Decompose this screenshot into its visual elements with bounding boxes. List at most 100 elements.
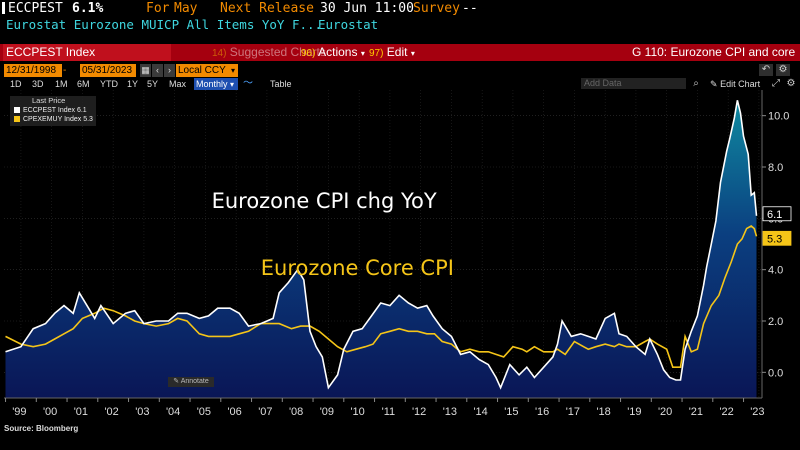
next-release-value: 30 Jun 11:00 <box>320 1 414 16</box>
chevron-down-icon: ▾ <box>360 49 365 58</box>
last-value-label: 6.1 <box>767 209 782 221</box>
x-tick-label: '11 <box>382 406 396 418</box>
range-5y[interactable]: 5Y <box>147 79 159 89</box>
range-1m[interactable]: 1M <box>55 79 68 89</box>
legend-swatch <box>14 107 20 113</box>
x-tick-label: '21 <box>689 406 703 418</box>
ticker-symbol[interactable]: ECCPEST <box>8 1 63 16</box>
calendar-icon[interactable]: ▦ <box>140 64 151 77</box>
legend-item-core[interactable]: CPEXEMUY Index 5.3 <box>14 115 93 124</box>
x-tick-label: '17 <box>566 406 580 418</box>
x-tick-label: '00 <box>43 406 57 418</box>
search-icon[interactable]: ⌕ <box>693 78 699 89</box>
table-button[interactable]: Table <box>270 79 292 89</box>
undo-icon[interactable]: ↶ <box>759 64 773 76</box>
x-tick-label: '19 <box>627 406 641 418</box>
range-max[interactable]: Max <box>169 79 187 89</box>
range-6m[interactable]: 6M <box>77 79 90 89</box>
maximize-icon[interactable]: ⤢ <box>772 78 780 89</box>
legend-label: ECCPEST Index <box>23 107 76 114</box>
security-header: ECCPEST 6.1% For May Next Release 30 Jun… <box>0 0 800 17</box>
index-name: ECCPEST Index <box>6 45 96 59</box>
end-date-field[interactable]: 05/31/2023 <box>80 64 136 77</box>
pencil-icon: ✎ <box>710 79 718 89</box>
x-tick-label: '06 <box>227 406 241 418</box>
x-tick-label: '03 <box>135 406 149 418</box>
chevron-down-icon: ▾ <box>230 80 235 89</box>
chart-annotations: Eurozone CPI chg YoY Eurozone Core CPI <box>212 189 454 280</box>
line-chart-icon[interactable]: 〜 <box>243 78 253 89</box>
x-tick-label: '10 <box>350 406 364 418</box>
source-note: Source: Bloomberg <box>4 424 79 433</box>
x-tick-label: '15 <box>504 406 518 418</box>
chevron-down-icon: ▾ <box>230 66 235 75</box>
index-name-field[interactable]: ECCPEST Index <box>3 44 171 61</box>
actions-label: Actions <box>318 45 358 59</box>
ticker-marker <box>2 2 5 14</box>
chart-title: G 110: Eurozone CPI and core <box>632 45 796 59</box>
headline-cpi-line <box>5 100 758 390</box>
start-date-field[interactable]: 12/31/1998 <box>4 64 62 77</box>
range-ytd[interactable]: YTD <box>100 79 118 89</box>
source-name: Eurostat <box>318 17 379 32</box>
pencil-icon: ✎ <box>173 378 180 385</box>
legend-item-headline[interactable]: ECCPEST Index 6.1 <box>14 106 87 115</box>
core-cpi-line <box>5 225 758 368</box>
x-tick-label: '13 <box>443 406 457 418</box>
suggested-charts-label: Suggested Charts <box>229 45 326 59</box>
annotate-label: Annotate <box>180 378 209 385</box>
legend-value: 6.1 <box>76 107 87 114</box>
frequency-value: Monthly <box>196 79 228 89</box>
chevron-right-icon[interactable]: › <box>164 64 175 77</box>
x-tick-label: '05 <box>197 406 211 418</box>
currency-select[interactable]: Local CCY ▾ <box>176 64 238 77</box>
suggested-charts-button[interactable]: 14) Suggested Charts <box>212 45 326 61</box>
y-tick-label: 8.0 <box>768 162 783 174</box>
x-tick-label: '02 <box>104 406 118 418</box>
last-value-label: 5.3 <box>767 233 782 245</box>
last-value-tags: 6.1 5.3 <box>762 206 792 246</box>
x-tick-label: '01 <box>74 406 88 418</box>
edit-num: 97) <box>369 48 384 59</box>
security-description-row: Eurostat Eurozone MUICP All Items YoY F.… <box>0 17 800 32</box>
y-tick-label: 10.0 <box>768 111 789 123</box>
range-3d[interactable]: 3D <box>32 79 44 89</box>
line-chart[interactable]: 10.08.06.04.02.00.0 '99'00'01'02'03'04'0… <box>0 90 800 424</box>
edit-label: Edit <box>386 45 408 59</box>
y-tick-label: 0.0 <box>768 367 783 379</box>
x-tick-label: '14 <box>473 406 487 418</box>
gear-icon[interactable]: ⚙ <box>786 78 796 89</box>
add-data-input[interactable]: Add Data <box>581 78 686 89</box>
x-tick-label: '22 <box>719 406 733 418</box>
x-tick-label: '23 <box>750 406 764 418</box>
y-tick-label: 2.0 <box>768 316 783 328</box>
date-separator: - <box>63 65 67 76</box>
security-description: Eurostat Eurozone MUICP All Items YoY F.… <box>6 17 323 32</box>
legend-value: 5.3 <box>83 116 93 123</box>
for-label: For <box>146 1 170 16</box>
frequency-select[interactable]: Monthly ▾ <box>194 78 238 90</box>
currency-value: Local CCY <box>178 65 226 76</box>
edit-chart-label: Edit Chart <box>720 79 761 89</box>
survey-value: -- <box>462 1 478 16</box>
edit-chart-button[interactable]: ✎ Edit Chart <box>710 78 760 90</box>
chevron-down-icon: ▾ <box>410 49 415 58</box>
range-1y[interactable]: 1Y <box>127 79 139 89</box>
chart-legend[interactable]: Last Price ECCPEST Index 6.1 CPEXEMUY In… <box>10 96 96 126</box>
range-1d[interactable]: 1D <box>10 79 22 89</box>
x-tick-label: '16 <box>535 406 549 418</box>
legend-swatch <box>14 116 20 122</box>
legend-title: Last Price <box>32 96 66 105</box>
x-tick-label: '09 <box>320 406 334 418</box>
actions-menu[interactable]: 96) Actions ▾ <box>301 45 365 61</box>
last-value-tag <box>762 230 792 246</box>
annotate-button[interactable]: ✎ Annotate <box>168 377 214 387</box>
edit-menu[interactable]: 97) Edit ▾ <box>369 45 415 61</box>
survey-label: Survey <box>413 1 460 16</box>
command-bar: 14) Suggested Charts 96) Actions ▾ 97) E… <box>0 44 800 61</box>
x-tick-label: '20 <box>658 406 672 418</box>
chevron-left-icon[interactable]: ‹ <box>152 64 163 77</box>
x-axis: '99 '00 '01 '02 '03 '04 '05 '06 '07 '08 '09 '10 '11 '… <box>4 397 765 418</box>
chart-annotation: Eurozone CPI chg YoY <box>212 189 437 213</box>
settings-icon[interactable]: ⚙ <box>776 64 790 76</box>
